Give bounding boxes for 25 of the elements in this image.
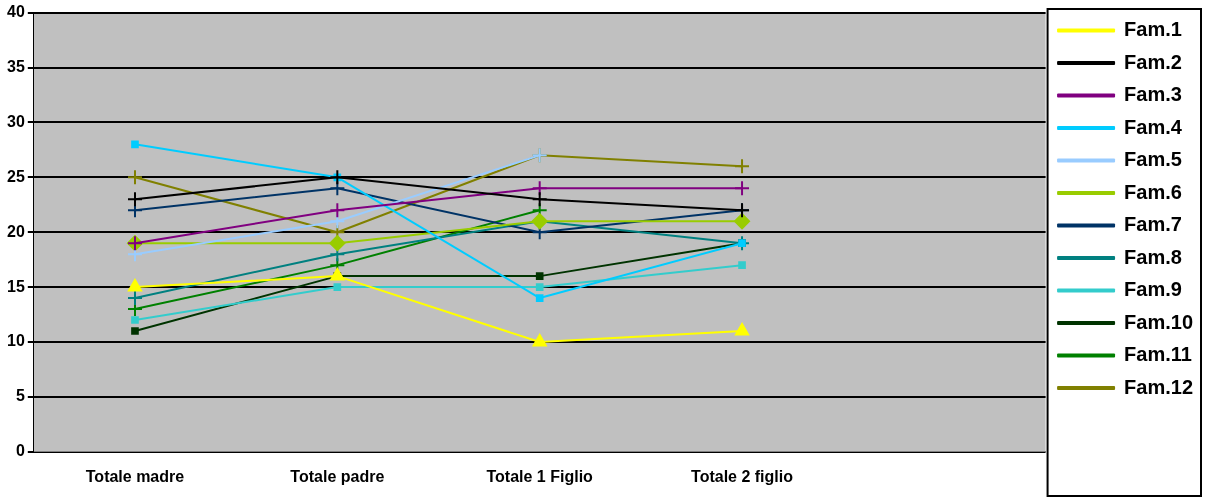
y-tick-label: 0 bbox=[15, 442, 25, 460]
x-tick-label: Totale 1 Figlio bbox=[486, 467, 594, 485]
legend-label: Fam.11 bbox=[1124, 343, 1192, 366]
legend-label: Fam.12 bbox=[1124, 375, 1194, 398]
legend-label: Fam.5 bbox=[1124, 148, 1182, 171]
x-tick-label: Totale padre bbox=[290, 467, 385, 485]
x-tick-label: Totale 2 figlio bbox=[691, 467, 794, 485]
legend-label: Fam.2 bbox=[1124, 50, 1182, 73]
legend-label: Fam.9 bbox=[1124, 278, 1182, 301]
legend-label: Fam.10 bbox=[1124, 310, 1194, 333]
y-tick-label: 15 bbox=[7, 277, 25, 295]
legend-label: Fam.6 bbox=[1124, 180, 1182, 203]
legend-label: Fam.1 bbox=[1124, 18, 1182, 41]
y-tick-label: 20 bbox=[7, 222, 25, 240]
legend-label: Fam.7 bbox=[1124, 213, 1182, 236]
legend-label: Fam.8 bbox=[1124, 245, 1182, 268]
y-tick-label: 10 bbox=[7, 332, 25, 350]
x-tick-label: Totale madre bbox=[85, 467, 185, 485]
y-tick-label: 30 bbox=[7, 112, 25, 130]
y-tick-label: 5 bbox=[15, 387, 25, 405]
legend-label: Fam.4 bbox=[1124, 115, 1183, 138]
y-tick-label: 40 bbox=[7, 3, 25, 21]
y-tick-label: 25 bbox=[7, 167, 25, 185]
legend-label: Fam.3 bbox=[1124, 83, 1182, 106]
y-tick-label: 35 bbox=[7, 57, 25, 75]
